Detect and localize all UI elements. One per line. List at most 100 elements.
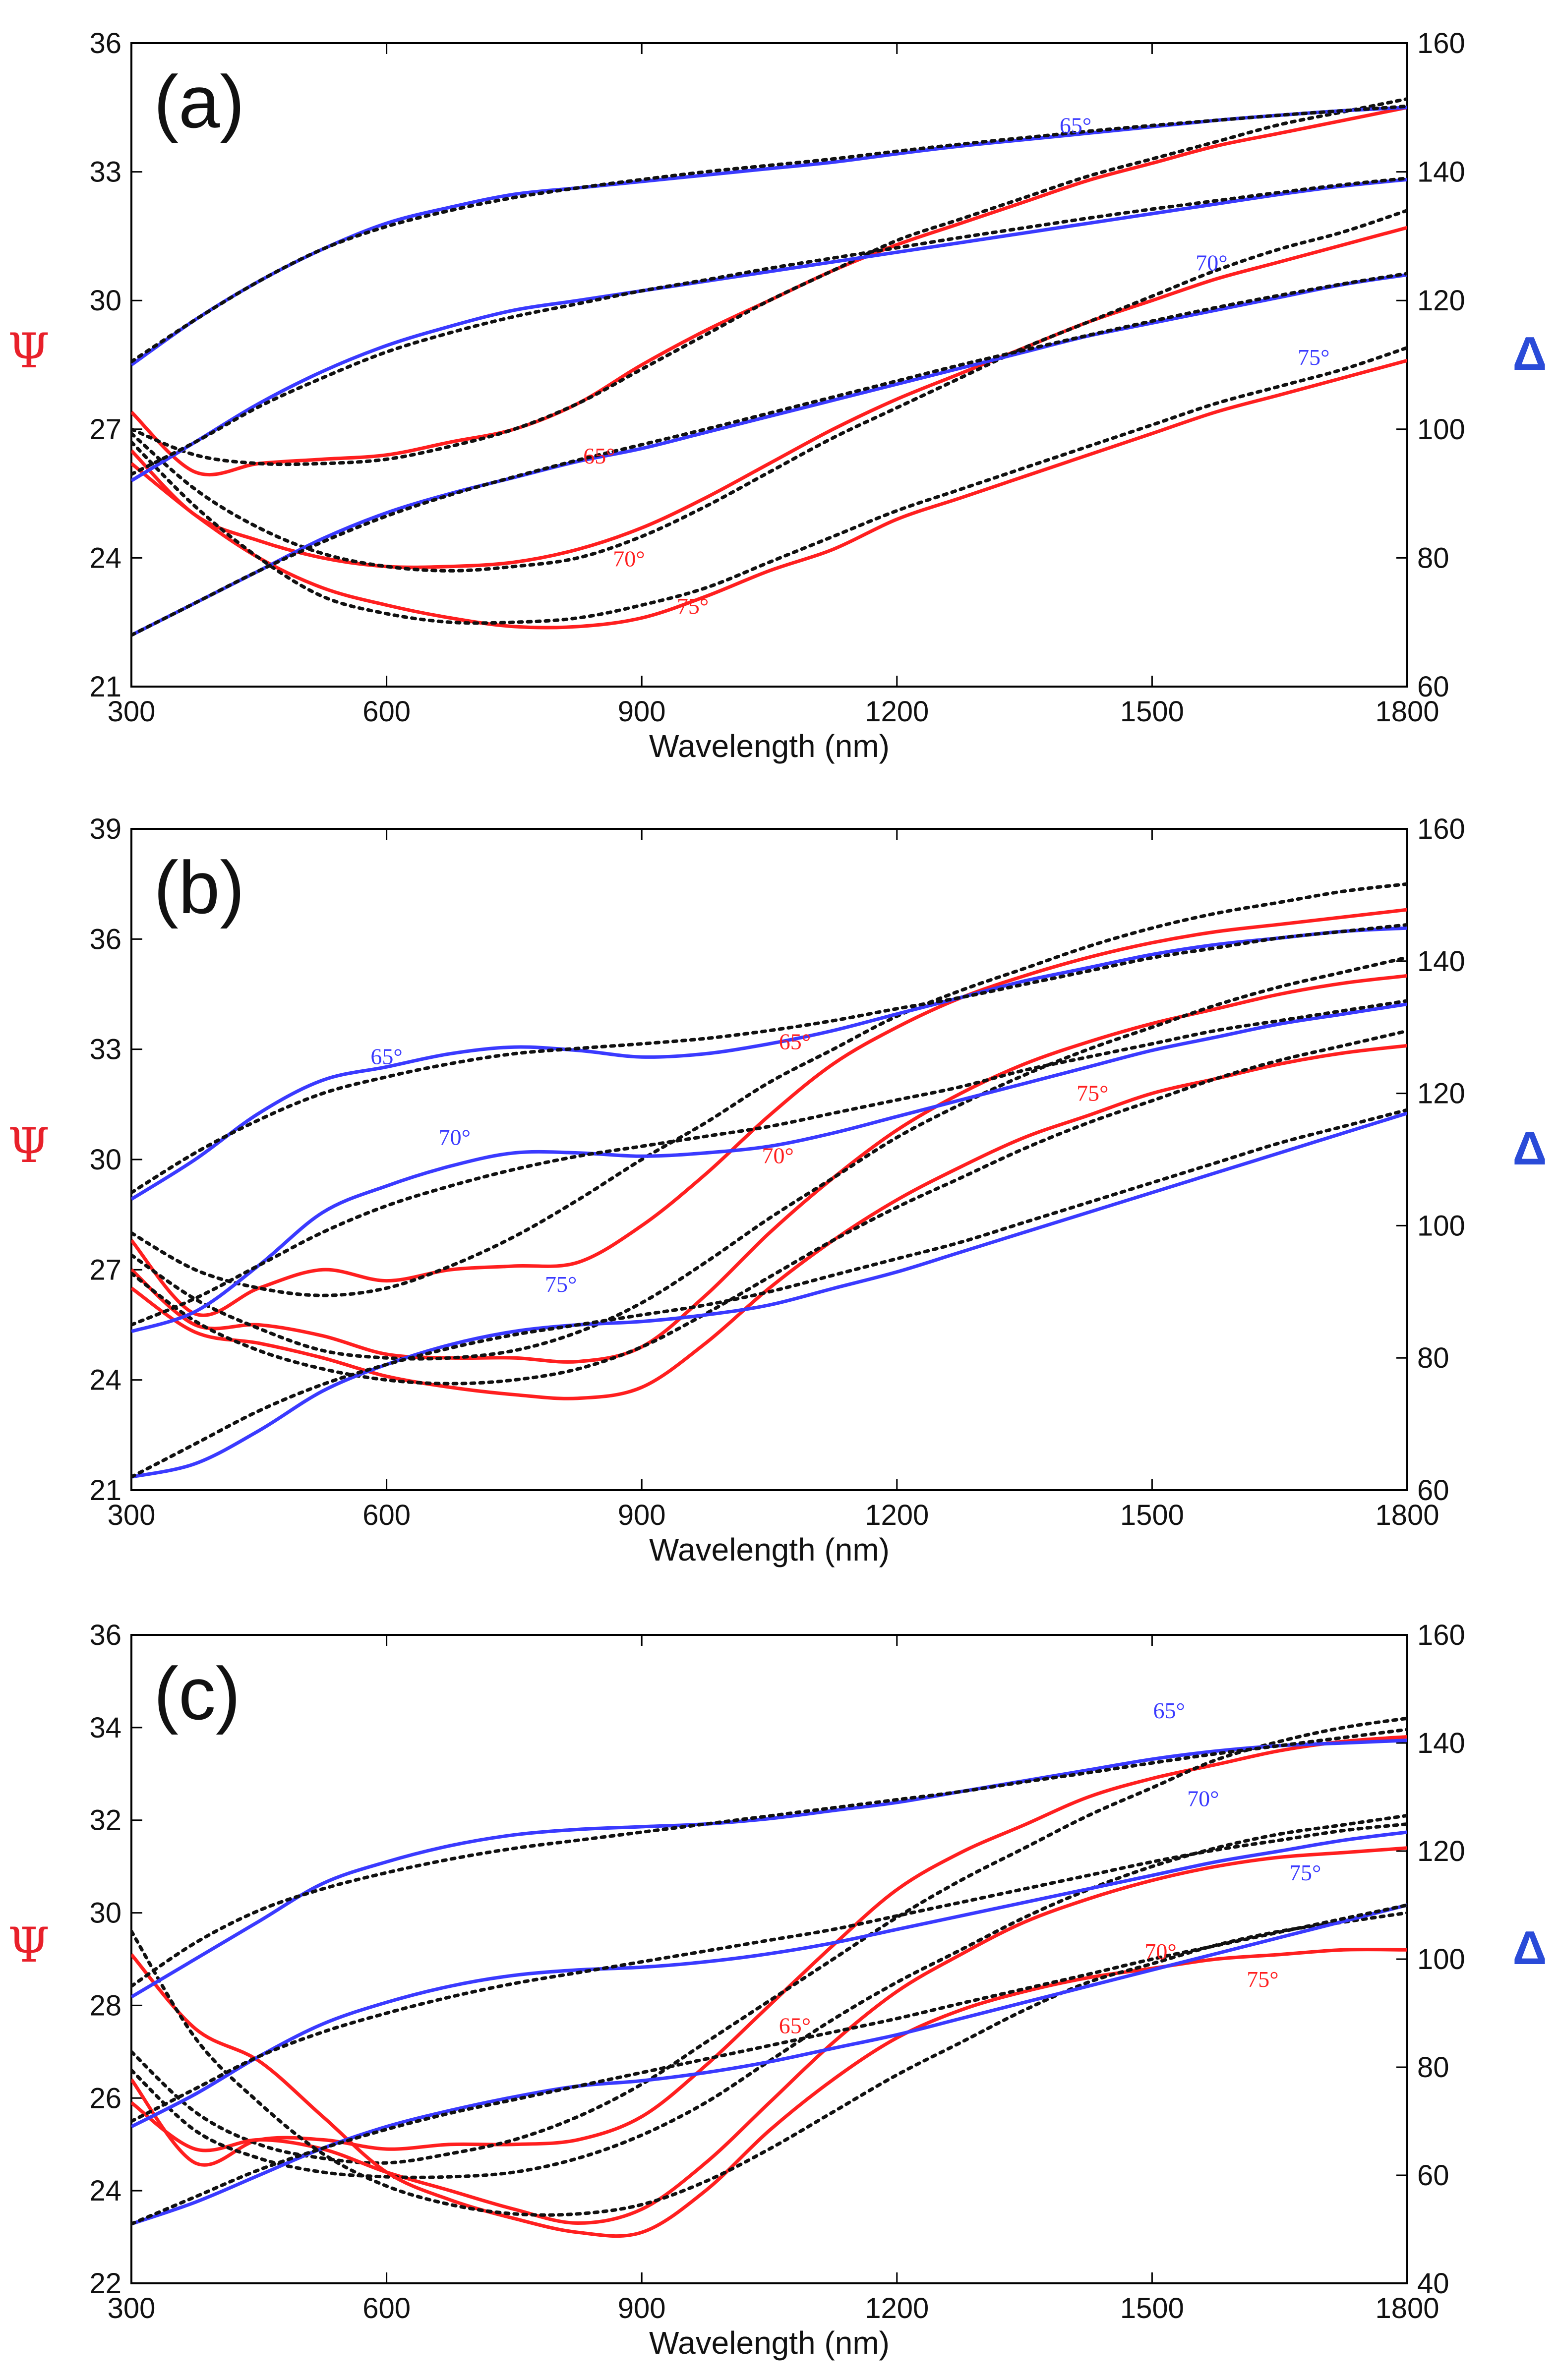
angle-label-psi: 70° <box>762 1143 793 1168</box>
psi-fit-70-line <box>131 955 1407 1361</box>
psi-fit-65-line <box>131 882 1407 1297</box>
angle-label-delta: 70° <box>439 1124 471 1150</box>
y-right-tick-label: 60 <box>1417 1474 1449 1507</box>
angle-label-delta: 70° <box>1187 1786 1219 1811</box>
y-right-axis-title: Δ <box>1513 1921 1547 1974</box>
psi-measured-75-line <box>131 1044 1407 1400</box>
y-right-tick-label: 100 <box>1417 413 1465 446</box>
y-left-tick-label: 33 <box>89 156 121 188</box>
psi-fit-65-line <box>131 1716 1407 2165</box>
x-axis-title: Wavelength (nm) <box>649 1532 890 1567</box>
y-left-tick-label: 27 <box>89 1254 121 1286</box>
x-tick-label: 1500 <box>1120 696 1184 728</box>
x-tick-label: 600 <box>362 2292 411 2324</box>
psi-fit-75-line <box>131 1029 1407 1386</box>
psi-measured-75-line <box>131 1948 1407 2238</box>
x-tick-label: 1800 <box>1375 1499 1439 1531</box>
panel-label: (a) <box>154 60 244 143</box>
x-tick-label: 900 <box>618 1499 666 1531</box>
y-right-axis-title: Δ <box>1513 327 1547 380</box>
psi-fit-70-line <box>131 1813 1407 2179</box>
x-tick-label: 1200 <box>865 2292 929 2324</box>
psi-fit-75-line <box>131 1911 1407 2217</box>
angle-label-psi: 65° <box>779 1029 811 1054</box>
angle-label-psi: 65° <box>779 2013 811 2038</box>
panel-a: 300 600 900 1200 1500 1800 21 24 27 30 33 36 60 80 100… <box>8 27 1547 764</box>
plot-frame <box>130 42 1408 688</box>
delta-fit-75-line <box>131 1903 1407 2226</box>
angle-label-psi: 75° <box>1077 1080 1108 1105</box>
y-right-tick-label: 80 <box>1417 2051 1449 2084</box>
x-axis-title: Wavelength (nm) <box>649 2325 890 2361</box>
y-right-tick-label: 100 <box>1417 1210 1465 1242</box>
y-left-tick-label: 30 <box>89 1144 121 1176</box>
y-left-tick-label: 24 <box>89 2175 121 2207</box>
panel-c: 300 600 900 1200 1500 1800 22 24 26 28 30 32 34 36 40 6… <box>8 1619 1547 2361</box>
psi-measured-70-line <box>131 1846 1407 2225</box>
delta-measured-70-line <box>131 177 1407 482</box>
x-tick-label: 600 <box>362 696 411 728</box>
x-tick-label: 1200 <box>865 696 929 728</box>
delta-measured-70-line <box>131 1002 1407 1334</box>
y-right-tick-label: 40 <box>1417 2267 1449 2300</box>
y-right-tick-label: 100 <box>1417 1943 1465 1975</box>
delta-fit-70-line <box>131 176 1407 476</box>
y-right-tick-label: 80 <box>1417 1342 1449 1374</box>
delta-measured-75-line <box>131 273 1407 637</box>
y-left-tick-label: 36 <box>89 923 121 955</box>
y-right-tick-label: 140 <box>1417 156 1465 188</box>
x-axis-title: Wavelength (nm) <box>649 728 890 764</box>
angle-label-psi: 75° <box>1247 1967 1278 1992</box>
psi-fit-65-line <box>131 97 1407 466</box>
y-right-tick-label: 60 <box>1417 671 1449 703</box>
panel-b: 300 600 900 1200 1500 1800 21 24 27 30 33 36 39 60 80 1… <box>8 813 1547 1567</box>
y-left-tick-label: 33 <box>89 1034 121 1066</box>
curves <box>131 1716 1407 2238</box>
y-left-tick-label: 36 <box>89 1619 121 1651</box>
y-right-tick-label: 160 <box>1417 1619 1465 1651</box>
y-left-tick-label: 30 <box>89 285 121 317</box>
y-left-tick-label: 39 <box>89 813 121 845</box>
y-left-tick-label: 26 <box>89 2082 121 2114</box>
y-left-tick-label: 21 <box>89 1474 121 1507</box>
delta-measured-65-line <box>131 106 1407 366</box>
y-left-tick-label: 24 <box>89 542 121 574</box>
x-tick-label: 1800 <box>1375 696 1439 728</box>
y-left-tick-label: 30 <box>89 1897 121 1929</box>
x-tick-label: 900 <box>618 696 666 728</box>
panel-label: (c) <box>154 1652 240 1735</box>
angle-label-delta: 75° <box>545 1272 577 1297</box>
angle-label-delta: 75° <box>1298 345 1329 370</box>
y-right-tick-label: 160 <box>1417 27 1465 59</box>
y-right-tick-label: 120 <box>1417 1835 1465 1867</box>
x-tick-label: 1500 <box>1120 2292 1184 2324</box>
delta-measured-65-line <box>131 926 1407 1201</box>
y-left-tick-label: 22 <box>89 2267 121 2300</box>
delta-measured-65-line <box>131 1739 1407 1999</box>
y-left-axis-title: Ψ <box>8 1917 50 1973</box>
y-right-tick-label: 120 <box>1417 285 1465 317</box>
psi-measured-70-line <box>131 226 1407 569</box>
y-left-tick-label: 24 <box>89 1364 121 1396</box>
y-right-tick-label: 120 <box>1417 1078 1465 1110</box>
y-left-tick-label: 34 <box>89 1712 121 1744</box>
x-tick-label: 300 <box>108 696 156 728</box>
y-right-tick-label: 80 <box>1417 542 1449 574</box>
delta-fit-70-line <box>131 1822 1407 2123</box>
y-left-tick-label: 21 <box>89 671 121 703</box>
angle-label-delta: 65° <box>1153 1698 1185 1723</box>
angle-label-delta: 65° <box>1060 113 1091 138</box>
y-left-tick-label: 28 <box>89 1989 121 2022</box>
y-right-tick-label: 140 <box>1417 945 1465 978</box>
psi-measured-65-line <box>131 908 1407 1317</box>
y-left-axis-title: Ψ <box>8 1118 50 1173</box>
y-right-tick-label: 160 <box>1417 813 1465 845</box>
y-right-tick-label: 60 <box>1417 2159 1449 2192</box>
panel-label: (b) <box>154 846 244 929</box>
x-tick-label: 300 <box>108 2292 156 2324</box>
angle-label-psi: 70° <box>613 546 645 572</box>
x-tick-label: 1200 <box>865 1499 929 1531</box>
angle-label-delta: 75° <box>1289 1860 1321 1885</box>
delta-fit-75-line <box>131 272 1407 637</box>
delta-fit-75-line <box>131 1108 1407 1479</box>
